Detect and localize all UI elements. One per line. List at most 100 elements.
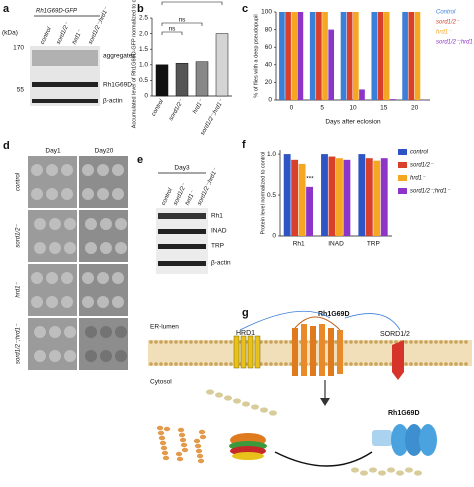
lane-label: sord1/2⁻ (56, 21, 72, 45)
legend-label: hrd1⁻ (410, 176, 426, 182)
lipid-head (274, 362, 278, 366)
rhabdomere (100, 218, 112, 230)
lipid-head (459, 340, 463, 344)
bar (336, 158, 343, 236)
panel-letter: a (3, 3, 10, 15)
band-label: INAD (211, 228, 227, 235)
rhabdomere (31, 272, 43, 284)
bar (195, 61, 209, 97)
rhabdomere (61, 188, 73, 200)
rhabdomere (31, 164, 43, 176)
lipid-head (449, 362, 453, 366)
row-label: control (16, 172, 22, 191)
bar (298, 163, 306, 236)
peptide (179, 437, 187, 443)
lipid-head (379, 340, 383, 344)
rhabdomere (85, 326, 97, 338)
lipid-head (349, 362, 353, 366)
lipid-head (169, 362, 173, 366)
x-tick-label: hrd1⁻ (192, 98, 205, 115)
bar (371, 12, 378, 100)
y-tick-label: 0 (268, 97, 272, 104)
lipid-head (179, 362, 183, 366)
x-tick-label: TRP (367, 241, 380, 248)
legend-label: hrd1⁻ (436, 30, 452, 36)
rhabdomere (49, 242, 61, 254)
rhabdomere (97, 164, 109, 176)
rhabdomere (64, 326, 76, 338)
lipid-head (264, 362, 268, 366)
rhabdomere (61, 272, 73, 284)
lipid-head (159, 362, 163, 366)
lipid-head (454, 362, 458, 366)
lipid-head (214, 340, 218, 344)
panel-letter: c (242, 3, 248, 15)
lipid-head (194, 362, 198, 366)
lipid-head (429, 340, 433, 344)
micrograph (79, 210, 128, 262)
lipid-head (409, 340, 413, 344)
helix (319, 324, 325, 376)
lipid-head (414, 362, 418, 366)
rhabdomere (112, 272, 124, 284)
bar (408, 12, 415, 100)
y-tick-label: 0.5 (267, 192, 276, 199)
lipid-head (289, 340, 293, 344)
rhabdomere (46, 272, 58, 284)
rhabdomere (49, 350, 61, 362)
micrograph (28, 210, 77, 262)
bead (414, 470, 422, 476)
lipid-head (229, 340, 233, 344)
annotation: **** (187, 0, 198, 3)
bead (396, 470, 404, 476)
band (158, 261, 206, 266)
y-tick-label: 0 (144, 93, 148, 100)
lipid-head (464, 340, 468, 344)
y-tick-label: 20 (265, 79, 273, 86)
bar (321, 154, 328, 236)
band-label: aggregates (103, 53, 136, 60)
helix (310, 326, 316, 376)
micrographs: control sord1/2⁻ hrd1⁻ sord1/2⁻;hrd1⁻ (16, 156, 128, 370)
bar (175, 62, 189, 97)
lipid-head (419, 340, 423, 344)
helix (328, 328, 334, 376)
rhabdomere (115, 242, 127, 254)
rhabdomere (100, 326, 112, 338)
peptide (180, 442, 188, 448)
y-tick-label: 1.0 (267, 151, 276, 158)
bar (380, 158, 388, 236)
rhabdomere (64, 242, 76, 254)
row-label: hrd1⁻ (16, 282, 22, 298)
lipid-head (444, 340, 448, 344)
micrograph (79, 264, 128, 316)
lipid-head (359, 340, 363, 344)
lipid-head (454, 340, 458, 344)
bar (309, 12, 316, 100)
x-tick-label: 10 (349, 105, 357, 112)
marker: 55 (17, 87, 25, 94)
bar (353, 12, 359, 100)
bar (383, 12, 390, 100)
peptides (156, 389, 422, 476)
y-tick-label: 0 (272, 233, 276, 240)
rhabdomere (61, 296, 73, 308)
lipid-head (224, 340, 228, 344)
rhabdomere (85, 218, 97, 230)
bar (414, 12, 421, 100)
protein-label: Rh1G69D (388, 410, 420, 417)
rhabdomere (112, 188, 124, 200)
peptide (160, 445, 168, 451)
lipid-head (264, 340, 268, 344)
rhabdomere (46, 164, 58, 176)
band (32, 99, 98, 103)
lipid-head (404, 362, 408, 366)
peptide (177, 427, 185, 433)
lipid-head (164, 340, 168, 344)
lipid-head (169, 340, 173, 344)
micrograph (28, 318, 77, 370)
peptide (197, 458, 205, 464)
bar (291, 159, 299, 236)
rhabdomere (115, 350, 127, 362)
bar (306, 186, 314, 236)
